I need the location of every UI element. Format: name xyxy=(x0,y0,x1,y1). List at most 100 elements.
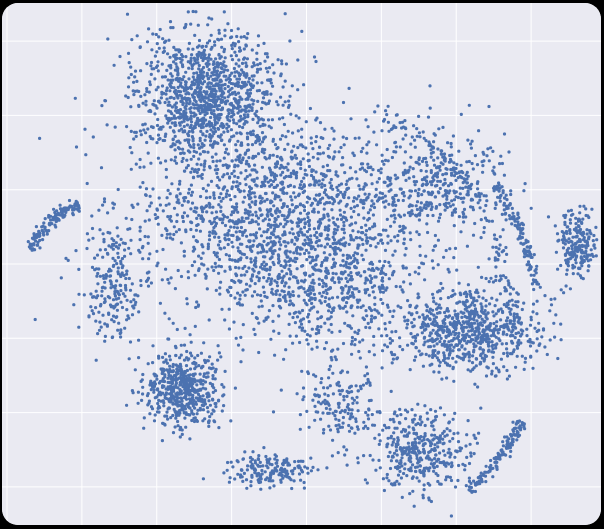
scatter-point xyxy=(252,263,256,267)
scatter-point xyxy=(196,83,200,87)
scatter-point xyxy=(322,290,326,294)
scatter-point xyxy=(263,148,267,152)
scatter-point xyxy=(275,147,279,151)
scatter-point xyxy=(164,167,168,172)
scatter-point xyxy=(195,57,200,62)
scatter-point xyxy=(190,53,194,57)
scatter-point xyxy=(324,288,328,292)
scatter-point xyxy=(349,326,353,330)
scatter-point xyxy=(250,294,254,298)
scatter-point xyxy=(379,269,384,273)
scatter-point xyxy=(149,281,153,285)
scatter-point xyxy=(466,339,470,344)
scatter-point xyxy=(103,99,107,103)
scatter-point xyxy=(417,315,421,319)
scatter-point xyxy=(277,299,281,303)
scatter-point xyxy=(438,406,443,410)
scatter-point xyxy=(358,340,362,344)
scatter-point xyxy=(390,330,394,334)
scatter-point xyxy=(402,434,406,438)
scatter-point xyxy=(239,97,243,101)
scatter-point xyxy=(212,66,216,71)
scatter-point xyxy=(491,310,495,314)
scatter-point xyxy=(283,12,287,16)
scatter-point xyxy=(302,271,306,275)
scatter-point xyxy=(178,90,183,94)
scatter-point xyxy=(127,61,131,65)
scatter-point xyxy=(200,176,204,180)
scatter-point xyxy=(305,235,309,239)
scatter-point xyxy=(371,213,375,217)
scatter-point xyxy=(430,322,434,326)
scatter-point xyxy=(346,324,350,328)
scatter-point xyxy=(182,119,186,123)
scatter-point xyxy=(516,315,520,319)
scatter-point xyxy=(255,176,259,180)
scatter-point xyxy=(591,254,595,258)
scatter-point xyxy=(230,172,234,176)
scatter-point xyxy=(211,383,215,387)
scatter-point xyxy=(345,310,349,314)
scatter-point xyxy=(386,159,390,163)
scatter-point xyxy=(540,335,544,339)
scatter-point xyxy=(473,382,477,386)
scatter-point xyxy=(284,62,288,66)
scatter-point xyxy=(482,289,486,293)
scatter-point xyxy=(595,238,599,242)
scatter-point xyxy=(199,163,203,167)
scatter-point xyxy=(535,312,539,316)
scatter-point xyxy=(389,176,393,180)
scatter-point xyxy=(557,238,561,242)
scatter-point xyxy=(417,460,421,464)
scatter-point xyxy=(167,374,172,378)
scatter-point xyxy=(365,314,369,318)
scatter-point xyxy=(425,411,429,415)
scatter-point xyxy=(425,324,429,328)
scatter-point xyxy=(319,315,324,319)
scatter-point xyxy=(217,97,221,101)
scatter-point xyxy=(266,70,270,74)
scatter-point xyxy=(172,232,176,237)
scatter-point xyxy=(436,441,440,445)
scatter-point xyxy=(182,26,187,30)
scatter-point xyxy=(449,343,453,347)
scatter-point xyxy=(487,337,491,341)
scatter-point xyxy=(450,464,454,468)
scatter-point xyxy=(434,315,438,319)
scatter-point xyxy=(317,282,321,286)
scatter-point xyxy=(187,102,191,106)
scatter-point xyxy=(365,481,369,485)
scatter-point xyxy=(186,140,191,144)
scatter-point xyxy=(166,417,170,421)
scatter-point xyxy=(192,149,196,153)
scatter-point xyxy=(170,395,174,399)
scatter-point xyxy=(188,125,192,130)
scatter-point xyxy=(365,287,370,292)
scatter-point xyxy=(197,53,201,58)
scatter-point xyxy=(413,469,418,473)
scatter-point xyxy=(338,248,342,252)
scatter-point xyxy=(174,379,178,383)
scatter-point xyxy=(245,234,249,238)
scatter-point xyxy=(396,304,400,308)
scatter-point xyxy=(468,312,472,316)
scatter-point xyxy=(182,199,186,203)
scatter-point xyxy=(453,333,457,337)
scatter-point xyxy=(246,209,250,213)
scatter-point xyxy=(201,52,205,56)
scatter-point xyxy=(267,99,271,103)
scatter-point xyxy=(203,417,207,421)
scatter-point xyxy=(408,273,412,277)
scatter-point xyxy=(398,462,402,466)
scatter-point xyxy=(424,352,428,356)
scatter-point xyxy=(97,208,101,212)
scatter-point xyxy=(445,343,449,347)
scatter-point xyxy=(139,69,143,73)
scatter-point xyxy=(267,124,271,128)
scatter-point xyxy=(578,239,582,244)
scatter-point xyxy=(227,254,231,258)
scatter-point xyxy=(519,334,523,338)
scatter-point xyxy=(241,233,245,237)
scatter-point xyxy=(299,322,304,326)
scatter-point xyxy=(213,235,217,239)
